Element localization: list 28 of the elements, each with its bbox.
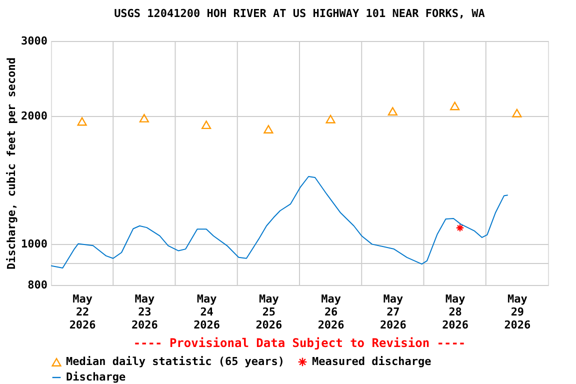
y-tick-label: 3000 [21,34,48,48]
x-tick-label: May 22 2026 [69,292,96,332]
x-tick-label: May 23 2026 [131,292,158,332]
point [202,120,212,130]
x-tick-label: May 27 2026 [380,292,407,332]
point [77,117,87,126]
point [388,107,398,116]
point [264,125,274,134]
point [326,114,336,124]
y-axis-title: Discharge, cubic feet per second [5,58,18,270]
point [512,108,522,118]
line-series [51,176,508,269]
legend-label: Median daily statistic (65 years) [66,355,285,368]
y-tick-label: 2000 [21,109,48,122]
x-tick-label: May 28 2026 [442,292,469,332]
legend-label: Measured discharge [312,354,432,368]
x-tick-label: May 25 2026 [256,292,283,332]
y-tick-label: 1000 [21,237,48,250]
x-tick-label: May 26 2026 [318,292,345,332]
text: ---- Provisional Data Subject to Revision ---- [133,336,466,350]
x-tick-label: May 29 2026 [504,292,532,332]
point [450,102,460,110]
point [139,114,149,122]
point [456,224,464,232]
x-tick-label: May 24 2026 [194,292,220,332]
legend-label: Discharge [66,370,126,384]
y-tick-label: 800 [28,278,48,292]
chart-title: USGS 12041200 HOH RIVER AT US HIGHWAY 101 NEAR FORKS, WA [114,7,486,20]
